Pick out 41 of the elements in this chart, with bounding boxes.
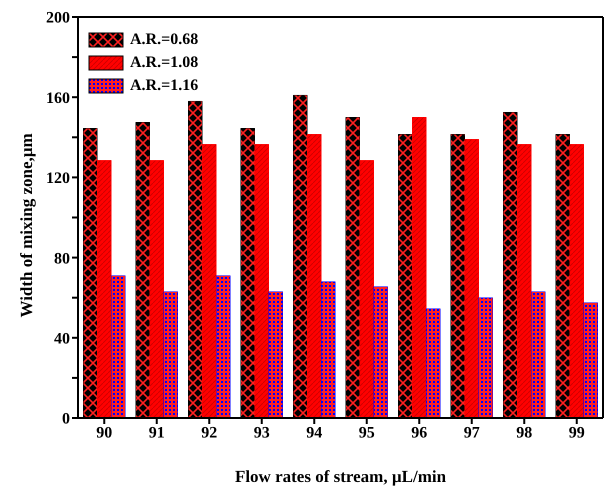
bar — [254, 144, 269, 418]
legend-label: A.R.=1.16 — [130, 76, 198, 94]
bar — [97, 160, 112, 418]
bar — [321, 281, 336, 418]
x-tick-label: 99 — [568, 424, 585, 442]
y-tick-label: 0 — [62, 410, 70, 428]
bar — [464, 139, 479, 418]
y-tick-label: 120 — [46, 170, 70, 188]
bar — [478, 297, 493, 418]
bar — [216, 275, 230, 418]
bar — [584, 302, 598, 418]
bar — [517, 144, 532, 418]
x-tick-label: 98 — [516, 424, 532, 442]
x-tick-label: 96 — [411, 424, 428, 442]
bar — [426, 308, 440, 418]
x-tick-label: 92 — [201, 424, 218, 442]
bar — [360, 160, 374, 418]
x-tick-label: 91 — [148, 424, 165, 442]
bar — [268, 291, 283, 418]
bar — [307, 134, 322, 418]
x-tick-label: 94 — [306, 424, 322, 442]
y-tick-label: 200 — [46, 10, 70, 27]
x-tick-label: 95 — [358, 424, 375, 442]
bar — [164, 291, 178, 418]
y-tick-label: 40 — [54, 330, 70, 348]
x-axis-title: Flow rates of stream, µL/min — [234, 467, 447, 486]
legend-label: A.R.=1.08 — [130, 54, 198, 72]
x-tick-label: 93 — [254, 424, 270, 442]
bar — [374, 286, 388, 418]
bar — [202, 144, 216, 418]
bar — [111, 275, 126, 418]
bar — [531, 291, 546, 418]
bar — [150, 160, 164, 418]
x-tick-label: 97 — [464, 424, 480, 442]
x-tick-label: 90 — [96, 424, 112, 442]
legend-label: A.R.=0.68 — [130, 30, 198, 48]
y-axis-title: Width of mixing zone,µm — [17, 133, 36, 318]
y-tick-label: 80 — [54, 250, 70, 268]
bar — [412, 117, 426, 418]
bar — [570, 144, 584, 418]
y-tick-label: 160 — [46, 90, 70, 107]
